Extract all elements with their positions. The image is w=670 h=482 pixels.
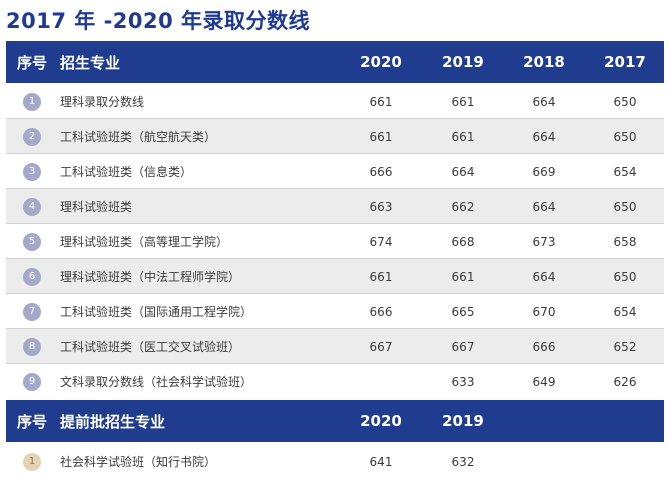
- score-2017: 650: [613, 269, 637, 284]
- header-index: 序号: [16, 53, 47, 72]
- row-number-badge: 1: [23, 452, 41, 471]
- row-divider: [6, 363, 664, 364]
- score-2020: 667: [369, 339, 393, 354]
- row-index-cell: 5: [6, 224, 58, 259]
- score-2018: 670: [532, 304, 556, 319]
- score-2019: 665: [451, 304, 475, 319]
- score-2018: 664: [532, 199, 556, 214]
- score-2019: 668: [451, 234, 475, 249]
- header-year-2019: 2019: [442, 412, 484, 430]
- header-year-2017: 2017: [604, 53, 646, 71]
- score-2018: 664: [532, 269, 556, 284]
- row-number-badge: 3: [23, 162, 41, 181]
- header-year-2020: 2020: [360, 53, 402, 71]
- row-divider: [6, 258, 664, 259]
- header-major: 招生专业: [60, 53, 121, 72]
- score-2019: 661: [451, 94, 475, 109]
- row-divider: [6, 118, 664, 119]
- row-index-cell: 4: [6, 189, 58, 224]
- table-row: 6 理科试验班类（中法工程师学院） 661 661 664 650: [6, 259, 664, 294]
- row-divider: [6, 293, 664, 294]
- score-2017: 626: [613, 374, 637, 389]
- major-name: 理科试验班类: [60, 200, 133, 214]
- row-divider: [6, 188, 664, 189]
- header-year-2019: 2019: [442, 53, 484, 71]
- major-name: 理科试验班类（中法工程师学院）: [60, 270, 241, 284]
- major-name: 工科试验班类（信息类）: [60, 165, 193, 179]
- score-2019: 664: [451, 164, 475, 179]
- score-2018: 669: [532, 164, 556, 179]
- row-divider: [6, 328, 664, 329]
- major-name: 理科试验班类（高等理工学院）: [60, 235, 229, 249]
- table-row: 5 理科试验班类（高等理工学院） 674 668 673 658: [6, 224, 664, 259]
- row-number-badge: 6: [23, 267, 41, 286]
- score-2020: 661: [369, 269, 393, 284]
- score-2017: 650: [613, 94, 637, 109]
- row-index-cell: 7: [6, 294, 58, 329]
- score-2018: 666: [532, 339, 556, 354]
- row-index-cell: 1: [6, 444, 58, 479]
- score-2018: 649: [532, 374, 556, 389]
- table-row: 8 工科试验班类（医工交叉试验班） 667 667 666 652: [6, 329, 664, 364]
- score-2019: 632: [451, 454, 475, 469]
- header-early-major: 提前批招生专业: [60, 412, 166, 431]
- row-number-badge: 8: [23, 337, 41, 356]
- score-2020: 663: [369, 199, 393, 214]
- score-2019: 667: [451, 339, 475, 354]
- major-name: 社会科学试验班（知行书院）: [60, 455, 217, 469]
- row-index-cell: 3: [6, 154, 58, 189]
- table-row: 4 理科试验班类 663 662 664 650: [6, 189, 664, 224]
- score-2017: 652: [613, 339, 637, 354]
- major-name: 工科试验班类（国际通用工程学院）: [60, 305, 253, 319]
- row-index-cell: 1: [6, 84, 58, 119]
- row-divider: [6, 153, 664, 154]
- row-divider: [6, 223, 664, 224]
- score-2019: 661: [451, 129, 475, 144]
- row-number-badge: 1: [23, 92, 41, 111]
- row-number-badge: 4: [23, 197, 41, 216]
- row-index-cell: 9: [6, 364, 58, 399]
- score-2018: 664: [532, 129, 556, 144]
- row-number-badge: 7: [23, 302, 41, 321]
- table-row: 7 工科试验班类（国际通用工程学院） 666 665 670 654: [6, 294, 664, 329]
- row-index-cell: 6: [6, 259, 58, 294]
- score-2017: 650: [613, 199, 637, 214]
- score-2020: 666: [369, 164, 393, 179]
- header-index: 序号: [16, 412, 47, 431]
- table-header-early: 序号 提前批招生专业 2020 2019: [6, 400, 664, 442]
- score-2020: 641: [369, 454, 393, 469]
- score-2020: [341, 364, 421, 399]
- major-name: 工科试验班类（医工交叉试验班）: [60, 340, 241, 354]
- score-2020: 661: [369, 94, 393, 109]
- score-2017: 658: [613, 234, 637, 249]
- score-2019: 633: [451, 374, 475, 389]
- table-row: 2 工科试验班类（航空航天类） 661 661 664 650: [6, 119, 664, 154]
- score-2020: 666: [369, 304, 393, 319]
- table-row: 9 文科录取分数线（社会科学试验班） 633 649 626: [6, 364, 664, 399]
- score-2020: 661: [369, 129, 393, 144]
- score-2017: 650: [613, 129, 637, 144]
- table-row: 3 工科试验班类（信息类） 666 664 669 654: [6, 154, 664, 189]
- major-name: 工科试验班类（航空航天类）: [60, 130, 217, 144]
- row-index-cell: 8: [6, 329, 58, 364]
- row-number-badge: 5: [23, 232, 41, 251]
- page-title: 2017 年 -2020 年录取分数线: [6, 9, 311, 33]
- header-year-2020: 2020: [360, 412, 402, 430]
- score-2019: 661: [451, 269, 475, 284]
- major-name: 理科录取分数线: [60, 95, 145, 109]
- row-number-badge: 2: [23, 127, 41, 146]
- table-header-main: 序号 招生专业 2020 2019 2018 2017: [6, 41, 664, 83]
- row-number-badge: 9: [23, 372, 41, 391]
- major-name: 文科录取分数线（社会科学试验班）: [60, 375, 253, 389]
- table-row: 1 社会科学试验班（知行书院） 641 632: [6, 444, 664, 479]
- score-2017: 654: [613, 164, 637, 179]
- header-year-2018: 2018: [523, 53, 565, 71]
- table-row: 1 理科录取分数线 661 661 664 650: [6, 84, 664, 119]
- score-2017: 654: [613, 304, 637, 319]
- row-index-cell: 2: [6, 119, 58, 154]
- score-2020: 674: [369, 234, 393, 249]
- score-2018: 664: [532, 94, 556, 109]
- score-2019: 662: [451, 199, 475, 214]
- score-2018: 673: [532, 234, 556, 249]
